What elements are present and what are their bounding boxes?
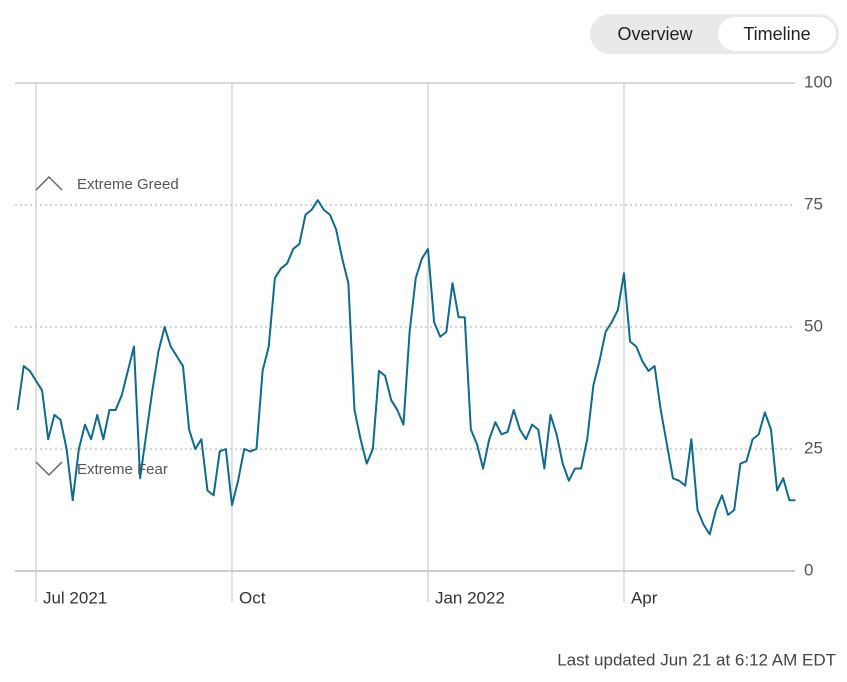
x-tick-label: Oct bbox=[239, 588, 266, 607]
x-tick-label: Apr bbox=[631, 588, 658, 607]
annotation: Extreme Fear bbox=[77, 461, 168, 478]
y-tick-label: 100 bbox=[804, 72, 832, 91]
tab-overview[interactable]: Overview bbox=[617, 24, 693, 44]
line bbox=[16, 199, 796, 536]
y-tick-label: 0 bbox=[804, 560, 813, 579]
y-tick-label: 25 bbox=[804, 438, 823, 457]
tab-timeline[interactable]: Timeline bbox=[743, 24, 810, 44]
annotation: Extreme Greed bbox=[77, 176, 179, 193]
footer: Last updated Jun 21 at 6:12 AM EDT bbox=[557, 650, 836, 669]
x-tick-label: Jan 2022 bbox=[435, 588, 505, 607]
y-tick-label: 50 bbox=[804, 316, 823, 335]
y-tick-label: 75 bbox=[804, 194, 823, 213]
fear-chevron bbox=[35, 461, 63, 477]
greed-chevron bbox=[35, 175, 63, 191]
toggle-active bbox=[718, 17, 836, 51]
plot: 0 25 50 75 100 Jul 2021 Oct Jan 2022 Apr bbox=[15, 72, 832, 607]
x-tick-label: Jul 2021 bbox=[43, 588, 107, 607]
